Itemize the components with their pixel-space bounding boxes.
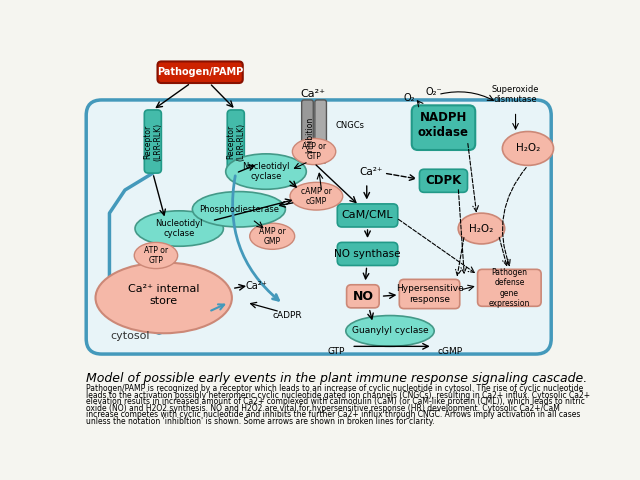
Text: oxide (NO) and H2O2 synthesis. NO and H2O2 are vital for hypersensitive response: oxide (NO) and H2O2 synthesis. NO and H2… xyxy=(86,404,560,413)
Text: Superoxide
dismutase: Superoxide dismutase xyxy=(492,85,540,104)
Ellipse shape xyxy=(135,211,223,246)
FancyBboxPatch shape xyxy=(227,110,244,173)
Text: Receptor
(LRR-RLK): Receptor (LRR-RLK) xyxy=(143,122,163,161)
Text: H₂O₂: H₂O₂ xyxy=(469,224,493,234)
FancyBboxPatch shape xyxy=(315,100,326,163)
Text: Pathogen/PAMP: Pathogen/PAMP xyxy=(157,67,243,77)
Text: cADPR: cADPR xyxy=(273,311,303,320)
Ellipse shape xyxy=(346,315,434,347)
Text: unless the notation 'inhibition' is shown. Some arrows are shown in broken lines: unless the notation 'inhibition' is show… xyxy=(86,417,435,426)
Ellipse shape xyxy=(226,154,307,189)
Text: AMP or
GMP: AMP or GMP xyxy=(259,227,285,246)
Text: Hypersensitive
response: Hypersensitive response xyxy=(396,284,463,304)
Text: H₂O₂: H₂O₂ xyxy=(516,144,540,154)
Text: GTP: GTP xyxy=(327,347,344,356)
Text: CDPK: CDPK xyxy=(426,174,461,187)
Text: CNGCs: CNGCs xyxy=(336,121,365,130)
Text: ATP or
GTP: ATP or GTP xyxy=(144,246,168,265)
Ellipse shape xyxy=(193,192,285,227)
Text: O₂: O₂ xyxy=(404,93,415,103)
Text: increase competes with cyclic nucleotide and inhibits the further Ca2+ influx th: increase competes with cyclic nucleotide… xyxy=(86,410,580,419)
FancyBboxPatch shape xyxy=(412,105,476,150)
FancyBboxPatch shape xyxy=(347,285,379,308)
Ellipse shape xyxy=(250,223,294,249)
Text: Ca²⁺: Ca²⁺ xyxy=(300,89,325,99)
FancyBboxPatch shape xyxy=(301,100,313,163)
Ellipse shape xyxy=(292,138,336,165)
FancyBboxPatch shape xyxy=(337,242,397,265)
Text: cAMP or
cGMP: cAMP or cGMP xyxy=(301,187,332,206)
FancyBboxPatch shape xyxy=(399,279,460,309)
Text: Receptor
(LRR-RLK): Receptor (LRR-RLK) xyxy=(226,122,246,161)
Text: Nucleotidyl
cyclase: Nucleotidyl cyclase xyxy=(243,162,290,181)
FancyBboxPatch shape xyxy=(337,204,397,227)
Text: Ca²⁺ internal
store: Ca²⁺ internal store xyxy=(128,284,200,306)
Text: Nucleotidyl
cyclase: Nucleotidyl cyclase xyxy=(156,219,203,238)
Text: cytosol: cytosol xyxy=(111,331,150,341)
Text: ATP or
GTP: ATP or GTP xyxy=(302,142,326,161)
FancyBboxPatch shape xyxy=(477,269,541,306)
Text: NADPH
oxidase: NADPH oxidase xyxy=(418,111,469,139)
Text: cGMP: cGMP xyxy=(438,347,463,356)
Ellipse shape xyxy=(95,263,232,333)
Text: leads to the activation possibly heteromeric cyclic nucleotide gated ion channel: leads to the activation possibly heterom… xyxy=(86,391,590,400)
Text: Guanylyl cyclase: Guanylyl cyclase xyxy=(352,326,428,336)
Text: O₂⁻: O₂⁻ xyxy=(426,87,442,97)
Text: Pathogen
defense
gene
expression: Pathogen defense gene expression xyxy=(489,268,530,308)
FancyBboxPatch shape xyxy=(86,100,551,354)
FancyBboxPatch shape xyxy=(419,169,467,192)
Text: NO: NO xyxy=(353,290,373,303)
FancyBboxPatch shape xyxy=(157,61,243,83)
Ellipse shape xyxy=(502,132,554,166)
Text: Model of possible early events in the plant immune response signaling cascade.: Model of possible early events in the pl… xyxy=(86,372,588,385)
Text: CaM/CML: CaM/CML xyxy=(342,210,394,220)
Text: Ca²⁺: Ca²⁺ xyxy=(246,280,268,290)
FancyBboxPatch shape xyxy=(145,110,161,173)
Text: Ca²⁺: Ca²⁺ xyxy=(359,167,382,177)
Text: NO synthase: NO synthase xyxy=(334,249,401,259)
Text: Inhibition: Inhibition xyxy=(305,117,314,153)
Ellipse shape xyxy=(458,213,505,244)
Text: Pathogen/PAMP is recognized by a receptor which leads to an increase of cyclic n: Pathogen/PAMP is recognized by a recepto… xyxy=(86,384,584,393)
Text: Phosphodiesterase: Phosphodiesterase xyxy=(199,205,279,214)
Ellipse shape xyxy=(134,242,178,269)
Text: elevation results in increased amount of Ca2+ complexed with calmodulin (CaM) (o: elevation results in increased amount of… xyxy=(86,397,585,406)
Ellipse shape xyxy=(290,182,343,210)
